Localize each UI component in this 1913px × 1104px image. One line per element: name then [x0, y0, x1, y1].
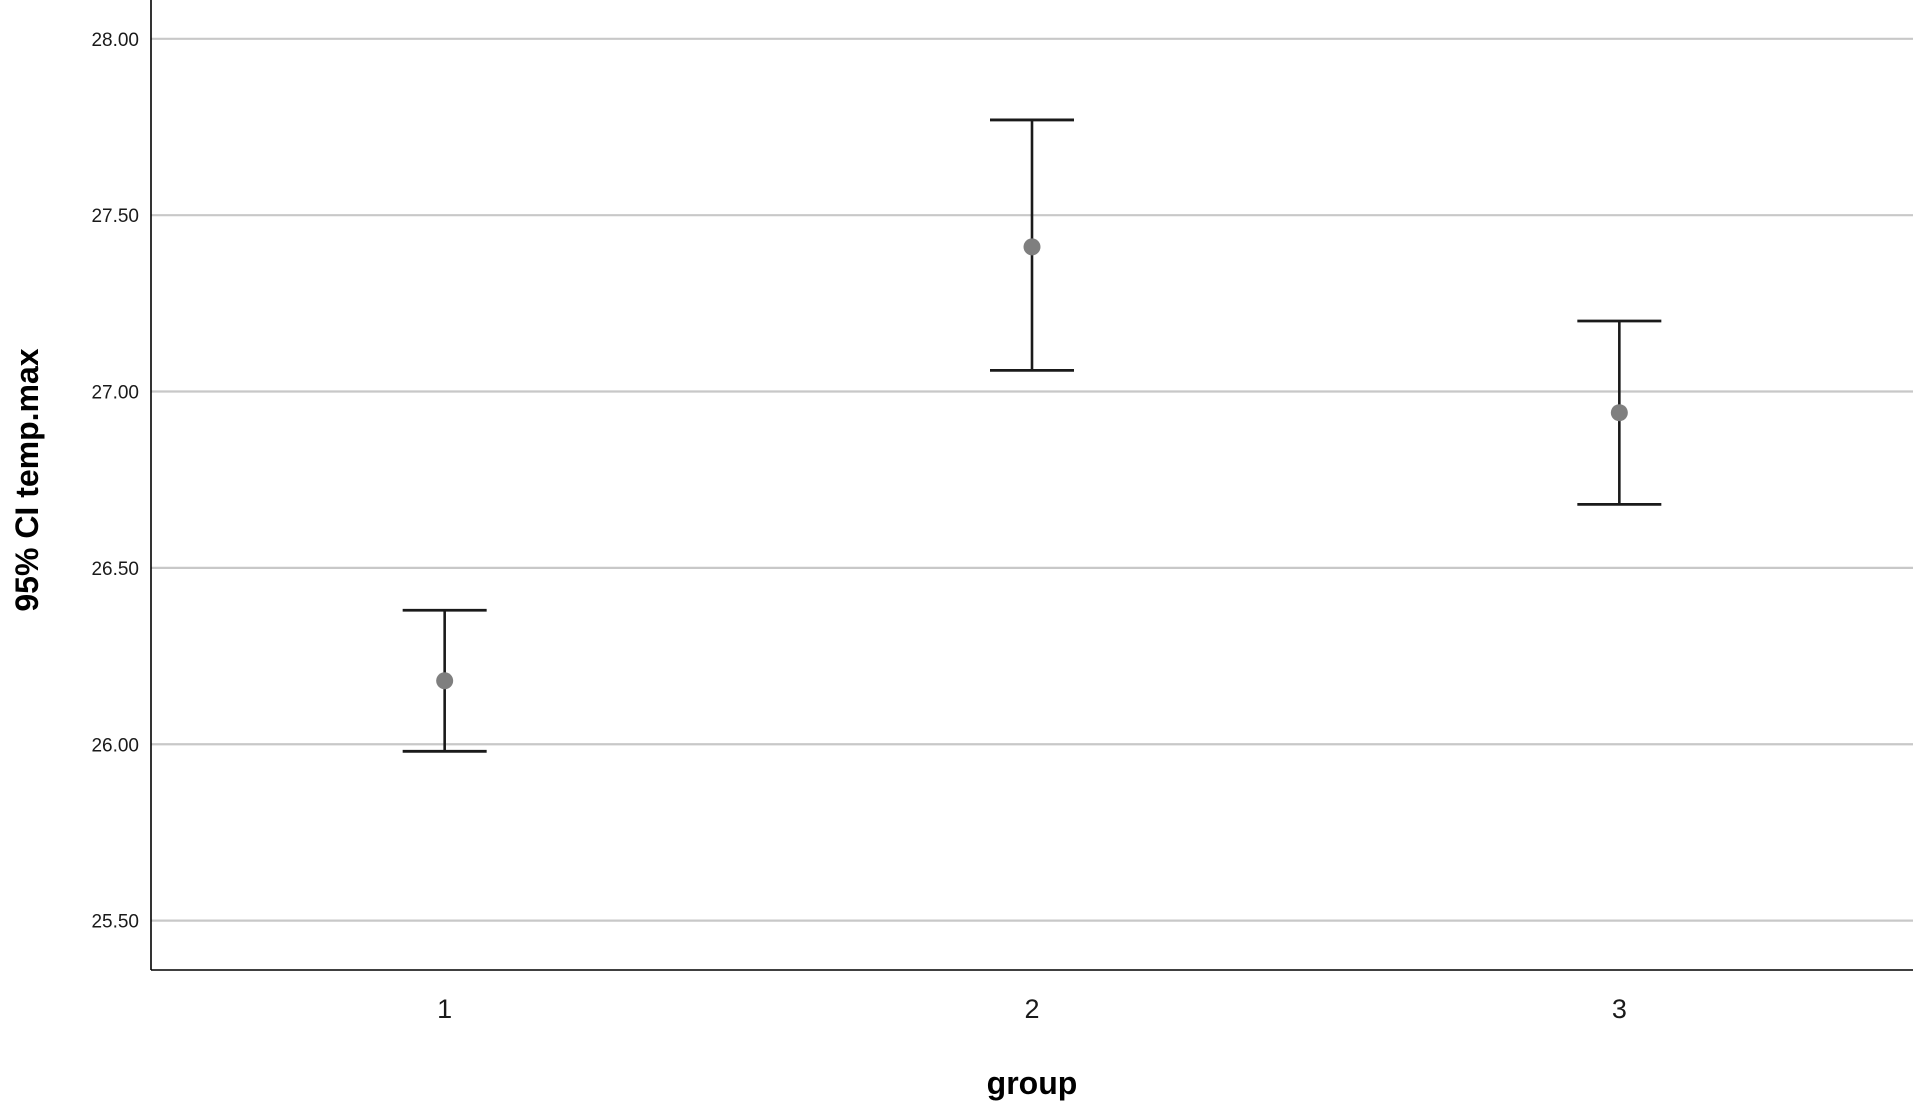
mean-markers	[436, 238, 1628, 690]
y-axis-title: 95% CI temp.max	[9, 348, 45, 611]
y-tick-labels: 25.50 26.00 26.50 27.00 27.50 28.00	[91, 30, 139, 933]
mean-marker-2	[1023, 238, 1041, 256]
x-tick-label: 2	[1024, 994, 1039, 1024]
y-tick-label: 26.00	[91, 735, 139, 756]
x-tick-label: 3	[1612, 994, 1627, 1024]
error-bars	[402, 118, 1662, 753]
y-tick-label: 25.50	[91, 912, 139, 933]
y-tick-label: 28.00	[91, 30, 139, 51]
y-tick-label: 27.00	[91, 383, 139, 404]
y-tick-label: 26.50	[91, 559, 139, 580]
x-axis-title: group	[987, 1065, 1078, 1101]
axes	[150, 0, 1913, 971]
x-tick-labels: 1 2 3	[437, 994, 1627, 1024]
mean-marker-3	[1610, 404, 1628, 422]
y-tick-label: 27.50	[91, 206, 139, 227]
x-tick-label: 1	[437, 994, 452, 1024]
mean-marker-1	[436, 672, 454, 690]
